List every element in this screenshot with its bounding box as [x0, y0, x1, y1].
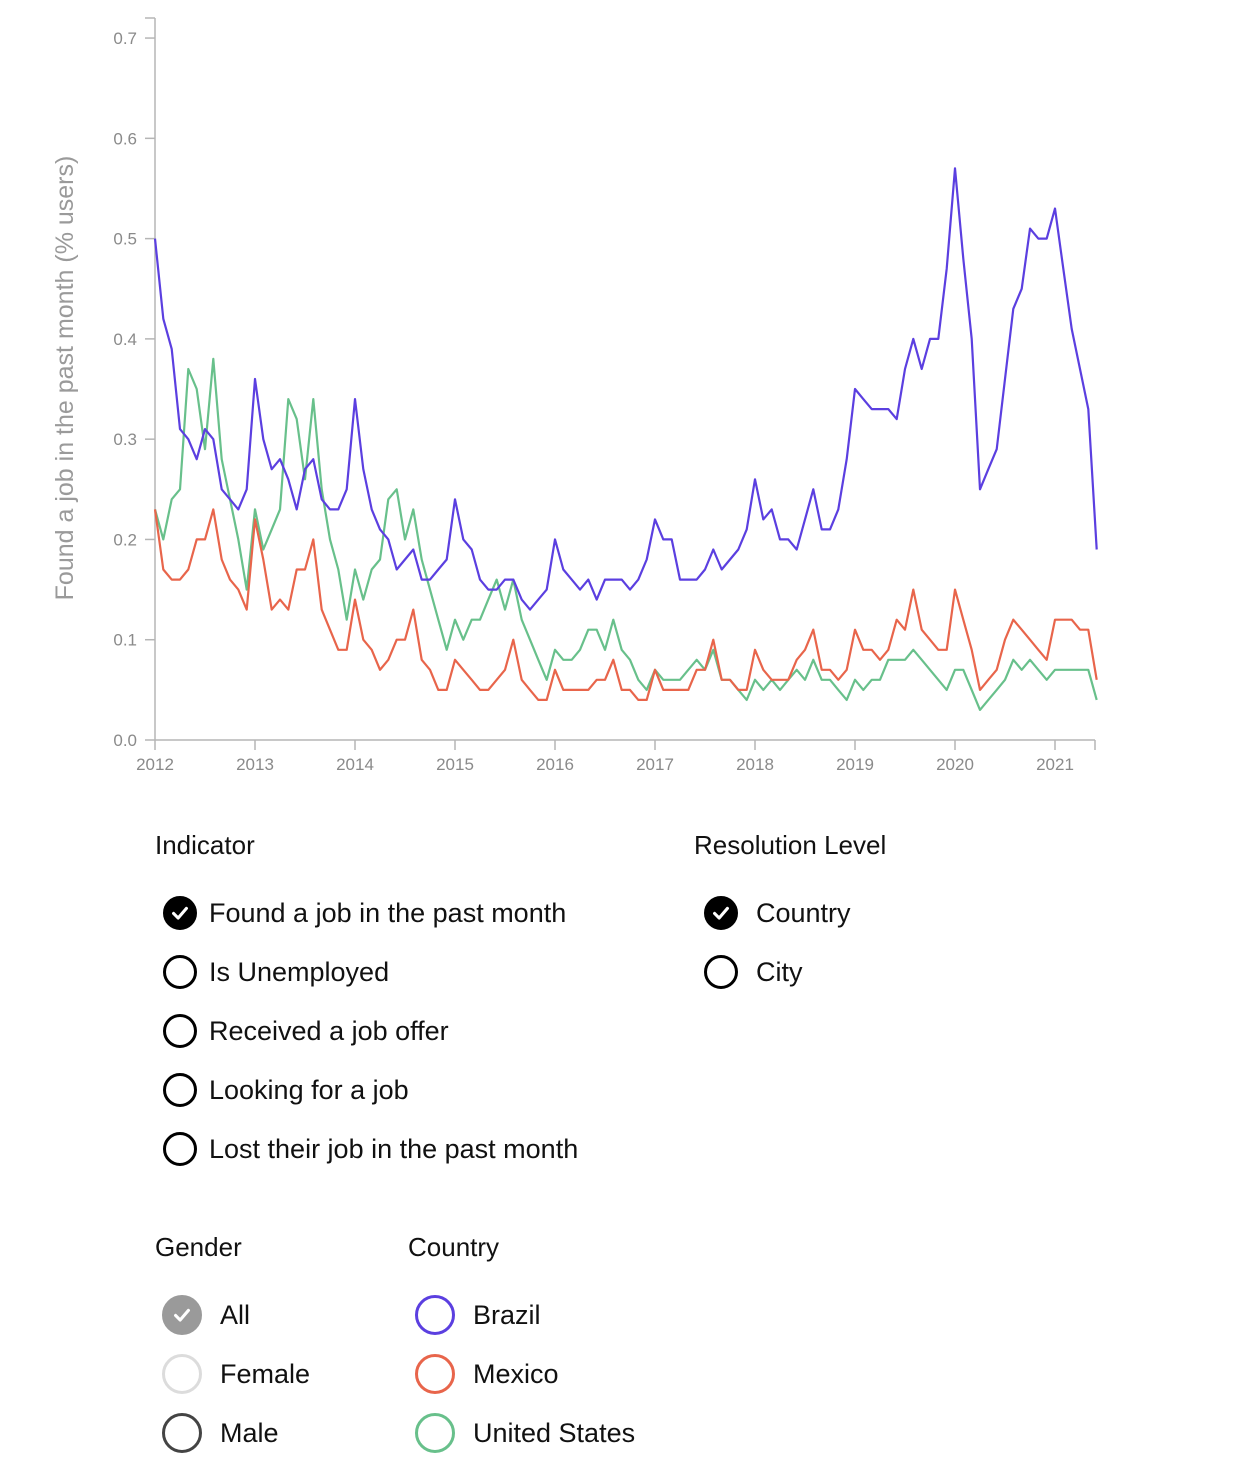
indicator-option-looking-for-a-job[interactable]: Looking for a job [163, 1073, 409, 1107]
checked-circle-icon[interactable] [704, 896, 738, 930]
x-tick-label: 2017 [636, 755, 674, 774]
country-option-label: Brazil [473, 1299, 541, 1330]
y-tick-label: 0.7 [113, 29, 137, 48]
checked-circle-icon[interactable] [162, 1295, 202, 1335]
circle-icon[interactable] [163, 1073, 197, 1107]
resolution-option-label: City [756, 956, 803, 987]
x-tick-label: 2018 [736, 755, 774, 774]
country-title: Country [408, 1232, 500, 1262]
circle-icon[interactable] [163, 1132, 197, 1166]
country-option-brazil[interactable]: Brazil [415, 1295, 541, 1335]
indicator-option-is-unemployed[interactable]: Is Unemployed [163, 955, 389, 989]
indicator-option-label: Received a job offer [209, 1015, 449, 1046]
gender-option-label: Female [220, 1358, 311, 1389]
y-axis-label: Found a job in the past month (% users) [51, 156, 79, 601]
indicator-option-label: Is Unemployed [209, 956, 390, 987]
indicator-option-label: Lost their job in the past month [209, 1133, 579, 1164]
y-tick-label: 0.3 [113, 430, 137, 449]
y-tick-label: 0.1 [113, 631, 137, 650]
circle-icon[interactable] [415, 1354, 455, 1394]
circle-icon[interactable] [162, 1413, 202, 1453]
circle-icon[interactable] [704, 955, 738, 989]
series-line-brazil [153, 167, 1098, 611]
resolution-level-title: Resolution Level [694, 830, 887, 860]
x-axis: 2012 2013 2014 2015 2016 2017 2018 2019 2020 2021 [136, 739, 1096, 774]
x-tick-label: 2012 [136, 755, 174, 774]
resolution-option-label: Country [756, 897, 851, 928]
circle-icon[interactable] [162, 1354, 202, 1394]
indicator-option-label: Looking for a job [209, 1074, 409, 1105]
country-option-label: United States [473, 1417, 636, 1448]
y-tick-label: 0.2 [113, 530, 137, 549]
x-tick-label: 2016 [536, 755, 574, 774]
x-tick-label: 2014 [336, 755, 374, 774]
checked-circle-icon[interactable] [163, 896, 197, 930]
y-tick-label: 0.0 [113, 731, 137, 750]
circle-icon[interactable] [415, 1413, 455, 1453]
resolution-option-city[interactable]: City [704, 955, 803, 989]
indicator-option-found-a-job-in-the-past-month[interactable]: Found a job in the past month [163, 896, 566, 930]
x-tick-label: 2020 [936, 755, 974, 774]
indicator-option-lost-their-job-in-the-past-month[interactable]: Lost their job in the past month [163, 1132, 578, 1166]
indicator-option-label: Found a job in the past month [209, 897, 567, 928]
line-chart: 0.00.10.20.30.40.50.60.7 2012 2013 2014 201… [51, 17, 1098, 774]
country-option-mexico[interactable]: Mexico [415, 1354, 559, 1394]
y-axis: 0.0 0.1 0.2 0.3 0.4 0.5 0.6 0.7 [113, 17, 156, 750]
resolution-option-country[interactable]: Country [704, 896, 851, 930]
gender-option-label: All [220, 1299, 251, 1330]
y-tick-label: 0.4 [113, 330, 137, 349]
gender-option-all[interactable]: All [162, 1295, 250, 1335]
indicator-title: Indicator [155, 830, 255, 860]
gender-option-label: Male [220, 1417, 279, 1448]
country-option-united-states[interactable]: United States [415, 1413, 635, 1453]
circle-icon[interactable] [415, 1295, 455, 1335]
gender-option-male[interactable]: Male [162, 1413, 279, 1453]
series-line-united-states [153, 357, 1098, 712]
x-tick-label: 2019 [836, 755, 874, 774]
y-tick-label: 0.6 [113, 129, 137, 148]
y-tick-label: 0.5 [113, 230, 137, 249]
x-tick-label: 2021 [1036, 755, 1074, 774]
indicator-option-received-a-job-offer[interactable]: Received a job offer [163, 1014, 449, 1048]
gender-title: Gender [155, 1232, 242, 1262]
gender-option-female[interactable]: Female [162, 1354, 310, 1394]
x-tick-label: 2013 [236, 755, 274, 774]
country-option-label: Mexico [473, 1358, 559, 1389]
circle-icon[interactable] [163, 955, 197, 989]
x-tick-label: 2015 [436, 755, 474, 774]
circle-icon[interactable] [163, 1014, 197, 1048]
series-line-mexico [153, 508, 1098, 702]
